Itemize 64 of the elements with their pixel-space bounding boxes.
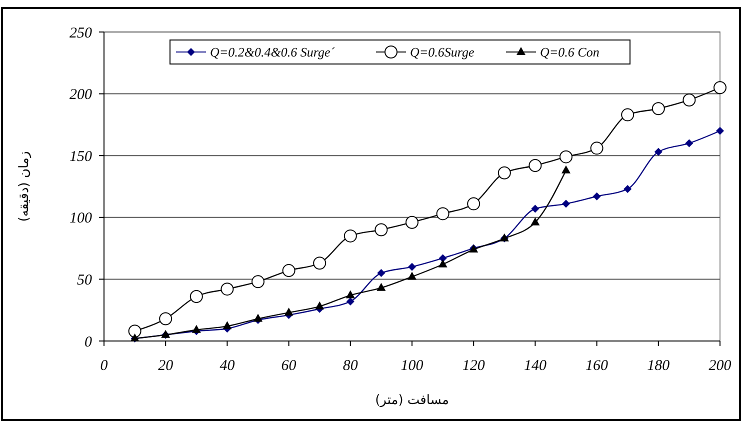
x-tick-label: 180 xyxy=(647,358,670,374)
point xyxy=(498,166,511,180)
x-tick-label: 80 xyxy=(342,358,358,374)
point xyxy=(190,290,203,304)
point xyxy=(438,259,448,268)
point xyxy=(621,108,634,122)
legend-label: Q=0.6Surge xyxy=(410,44,474,60)
y-tick-label: 200 xyxy=(70,87,92,104)
point xyxy=(590,142,604,155)
point xyxy=(192,324,201,333)
point xyxy=(714,81,726,94)
point xyxy=(436,207,450,220)
point xyxy=(406,216,418,229)
point xyxy=(315,301,324,310)
x-tick-label: 60 xyxy=(281,358,297,374)
y-tick-label: 250 xyxy=(70,25,92,42)
point xyxy=(685,139,694,148)
x-axis-title: مسافت (متر) xyxy=(375,393,449,408)
point xyxy=(222,321,232,330)
point xyxy=(313,256,326,270)
point xyxy=(252,275,264,288)
point xyxy=(377,269,386,278)
point xyxy=(530,217,540,226)
x-tick-label: 40 xyxy=(220,358,236,374)
y-tick-label: 50 xyxy=(77,272,92,288)
point xyxy=(682,93,696,106)
y-tick-label: 0 xyxy=(84,334,92,350)
x-tick-label: 140 xyxy=(524,358,547,374)
point xyxy=(716,126,724,135)
point xyxy=(408,262,416,271)
point xyxy=(467,197,480,210)
point xyxy=(220,282,234,296)
point xyxy=(560,150,572,164)
legend-label: Q=0.2&0.4&0.6 Surge´ xyxy=(210,44,336,60)
point xyxy=(528,158,542,172)
point xyxy=(282,264,296,278)
point xyxy=(562,165,570,174)
point xyxy=(592,192,601,200)
point xyxy=(128,324,142,338)
point xyxy=(254,314,262,322)
point xyxy=(344,229,357,242)
point xyxy=(408,272,416,280)
legend-label: Q=0.6 Con xyxy=(540,44,600,60)
y-tick-label: 150 xyxy=(70,148,92,165)
point xyxy=(346,297,354,306)
point xyxy=(562,200,570,208)
x-tick-label: 20 xyxy=(158,358,174,374)
point xyxy=(159,312,172,326)
point xyxy=(654,148,662,156)
point xyxy=(376,282,386,291)
point xyxy=(284,308,294,316)
point xyxy=(624,184,632,193)
x-tick-label: 160 xyxy=(586,358,609,374)
point xyxy=(438,254,447,262)
x-tick-label: 0 xyxy=(100,358,108,374)
point xyxy=(531,204,540,213)
point xyxy=(652,102,665,116)
y-tick-label: 100 xyxy=(70,210,92,227)
x-tick-label: 200 xyxy=(708,358,732,374)
point xyxy=(346,290,355,298)
point xyxy=(374,223,388,236)
x-tick-label: 120 xyxy=(462,358,486,374)
y-axis-title: زمان (دقیقه) xyxy=(17,151,32,222)
x-tick-label: 100 xyxy=(400,358,424,374)
